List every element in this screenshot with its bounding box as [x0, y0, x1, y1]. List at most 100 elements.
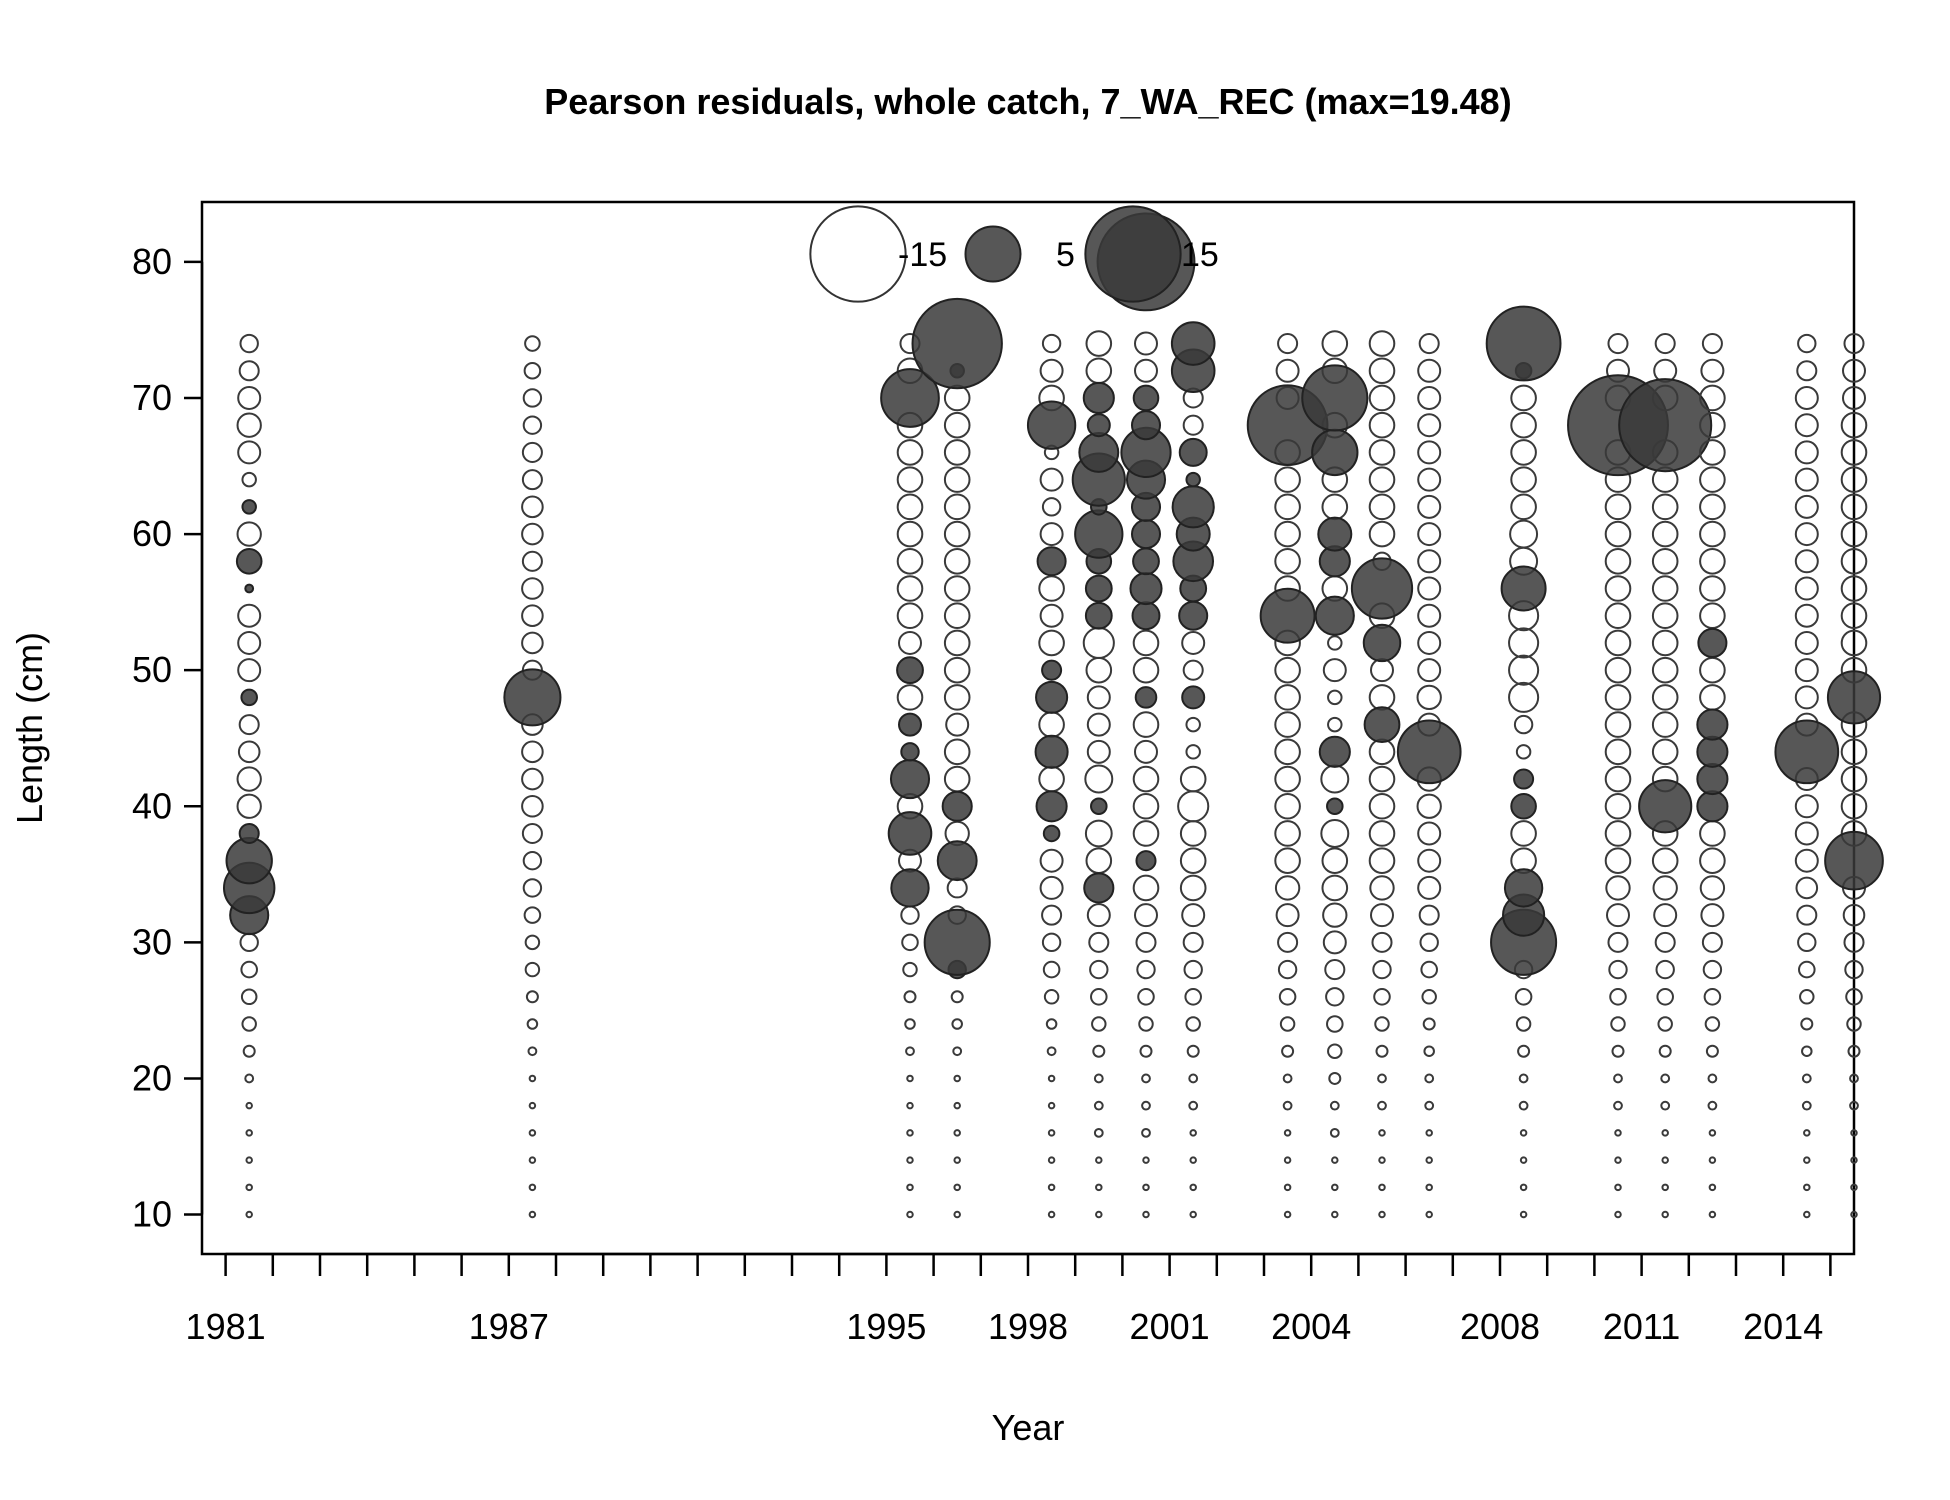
bubble-negative: [1179, 874, 1207, 902]
bubble-negative: [1189, 1129, 1197, 1137]
bubble-negative: [245, 1183, 253, 1192]
bubble-positive: [911, 297, 1003, 390]
bubble-negative: [1656, 988, 1674, 1006]
bubble-positive: [1513, 768, 1535, 790]
bubble-negative: [1039, 358, 1064, 383]
bubble-negative: [1604, 765, 1632, 793]
y-tick-label: 10: [132, 1194, 172, 1235]
bubble-negative: [1181, 903, 1206, 928]
bubble-positive: [1034, 734, 1069, 769]
bubble-negative: [1142, 1156, 1150, 1164]
bubble-negative: [238, 360, 260, 382]
bubble-negative: [1661, 1210, 1669, 1219]
bubble-negative: [1418, 904, 1440, 926]
bubble-negative: [1368, 847, 1396, 874]
bubble-negative: [1045, 1018, 1058, 1030]
bubble-negative: [1841, 358, 1867, 383]
bubble-negative: [1368, 520, 1396, 548]
bubble-negative: [521, 631, 544, 655]
bubble-negative: [1378, 1156, 1386, 1164]
bubble-negative: [1801, 1045, 1813, 1057]
bubble-negative: [1509, 519, 1539, 549]
bubble-negative: [1090, 988, 1108, 1006]
bubble-positive: [244, 583, 255, 594]
bubble-negative: [237, 630, 262, 655]
bubble-negative: [1274, 765, 1301, 793]
bubble-negative: [906, 1183, 914, 1192]
bubble-negative: [1699, 493, 1726, 521]
bubble-positive: [1131, 601, 1161, 631]
bubble-negative: [1803, 1183, 1811, 1192]
bubble-negative: [1515, 1016, 1532, 1032]
bubble-negative: [1137, 988, 1155, 1006]
bubble-negative: [1277, 931, 1299, 953]
y-tick-label: 80: [132, 241, 172, 282]
bubble-negative: [239, 932, 259, 953]
x-tick-label: 1987: [469, 1306, 549, 1347]
bubble-positive: [1035, 790, 1068, 823]
bubble-negative: [1843, 931, 1865, 953]
x-tick-label: 1998: [988, 1306, 1068, 1347]
bubble-negative: [1847, 1044, 1861, 1058]
bubble-positive: [1503, 868, 1544, 908]
bubble-negative: [1798, 960, 1816, 979]
bubble-negative: [1369, 875, 1395, 901]
bubble-negative: [1794, 794, 1819, 819]
bubble-negative: [1840, 520, 1868, 548]
bubble-negative: [1325, 987, 1345, 1007]
bubble-negative: [241, 1016, 257, 1032]
bubble-negative: [1133, 903, 1159, 928]
bubble-negative: [1422, 1017, 1436, 1031]
bubble-negative: [1138, 1016, 1154, 1032]
bubble-negative: [1185, 716, 1201, 733]
bubble-negative: [953, 1129, 961, 1137]
bubble-negative: [1654, 333, 1676, 355]
bubble-positive: [1618, 378, 1713, 473]
bubble-negative: [906, 1210, 914, 1219]
bubble-negative: [242, 1044, 256, 1058]
bubble-negative: [1283, 1210, 1292, 1219]
bubble-positive: [941, 790, 973, 822]
bubble-negative: [1274, 820, 1301, 847]
bubble-negative: [904, 1018, 916, 1030]
bubble-negative: [528, 1074, 537, 1083]
bubble-positive: [1171, 485, 1215, 529]
bubble-negative: [1089, 959, 1109, 980]
bubble-negative: [906, 1129, 914, 1137]
bubble-negative: [236, 766, 262, 792]
bubble-negative: [1368, 684, 1396, 711]
y-tick-label: 30: [132, 921, 172, 962]
bubble-negative: [522, 878, 543, 898]
legend-label: -15: [898, 236, 947, 274]
bubble-negative: [906, 1101, 914, 1110]
bubble-negative: [953, 1101, 961, 1110]
bubble-positive: [889, 758, 931, 800]
bubble-negative: [1182, 931, 1204, 953]
bubble-positive: [1350, 557, 1414, 620]
bubble-negative: [1844, 959, 1864, 980]
bubble-negative: [943, 520, 971, 548]
bubble-negative: [1417, 848, 1442, 873]
bubble-negative: [1039, 848, 1064, 873]
bubble-negative: [1416, 793, 1442, 819]
bubble-positive: [1362, 623, 1402, 663]
bubble-negative: [1038, 629, 1065, 657]
bubble-positive: [1696, 790, 1729, 823]
bubble-negative: [1794, 603, 1819, 628]
bubble-positive: [880, 368, 940, 428]
bubble-negative: [1425, 1156, 1433, 1164]
bubble-negative: [1322, 930, 1347, 955]
bubble-negative: [953, 1183, 961, 1192]
y-axis-label: Length (cm): [9, 632, 50, 824]
bubble-negative: [1700, 903, 1725, 928]
bubble-positive: [1696, 708, 1729, 741]
bubble-negative: [1039, 603, 1064, 628]
bubble-negative: [1699, 411, 1726, 439]
bubble-negative: [1849, 1100, 1859, 1111]
bubble-negative: [896, 439, 924, 466]
bubble-negative: [1700, 358, 1725, 383]
legend-label: 15: [1181, 236, 1219, 274]
bubble-negative: [1132, 629, 1160, 657]
bubble-positive: [1134, 686, 1158, 709]
bubble-negative: [240, 960, 258, 979]
